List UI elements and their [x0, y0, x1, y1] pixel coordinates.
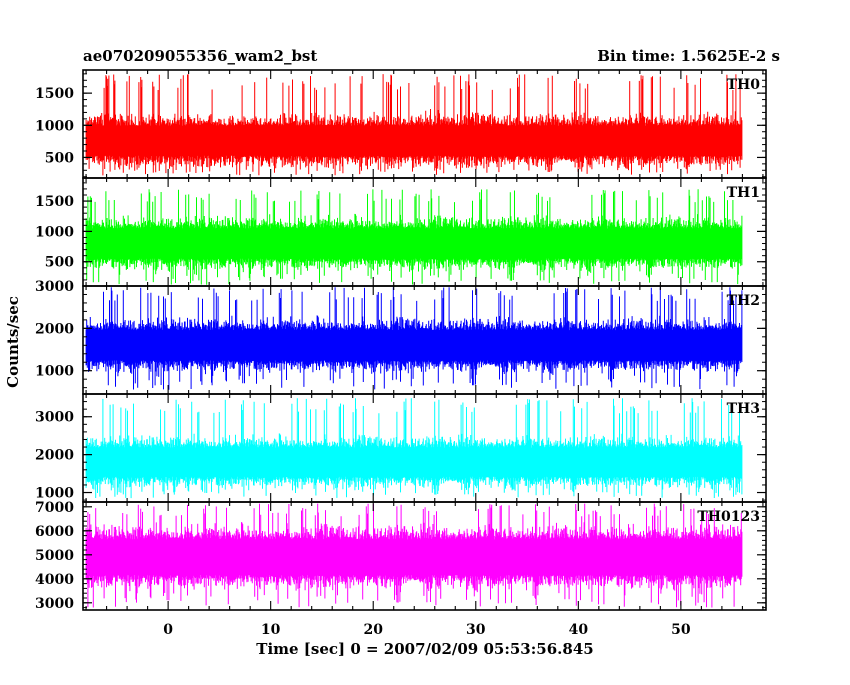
x-tick-label: 20: [363, 622, 383, 638]
x-tick-label: 50: [671, 622, 691, 638]
y-tick-label: 500: [45, 255, 74, 271]
x-tick-label: 10: [261, 622, 281, 638]
x-tick-label: 30: [466, 622, 486, 638]
y-tick-label: 1000: [35, 224, 74, 240]
panels: 500 1000 1500 TH0 500 1000 1500 TH1 1000 2000 3000…: [35, 69, 767, 612]
bin-time-label: Bin time: 1.5625E-2 s: [597, 47, 780, 65]
series-trace-th2: [85, 287, 743, 390]
series-label: TH0123: [697, 509, 760, 525]
series-label: TH1: [727, 185, 760, 201]
series-trace-th3: [85, 398, 743, 499]
panel-th3: 1000 2000 3000 TH3: [35, 393, 767, 503]
x-tick-label: 40: [569, 622, 589, 638]
y-tick-label: 1000: [35, 118, 74, 134]
y-axis-label: Counts/sec: [4, 296, 22, 388]
panel-frame: [82, 501, 767, 611]
y-tick-label: 500: [45, 150, 74, 166]
x-axis: 0 10 20 30 40 50: [163, 622, 691, 638]
x-axis-label: Time [sec] 0 = 2007/02/09 05:53:56.845: [256, 640, 593, 658]
y-tick-label: 4000: [35, 572, 74, 588]
series-trace-th0: [85, 74, 743, 176]
series-label: TH2: [727, 293, 760, 309]
y-tick-label: 3000: [35, 279, 74, 295]
y-tick-label: 7000: [35, 500, 74, 516]
y-tick-label: 2000: [35, 321, 74, 337]
x-tick-label: 0: [163, 622, 173, 638]
y-tick-label: 2000: [35, 448, 74, 464]
y-tick-label: 1000: [35, 364, 74, 380]
chart-title: ae070209055356_wam2_bst: [83, 47, 317, 65]
panel-th1: 500 1000 1500 TH1: [35, 177, 767, 287]
series-label: TH3: [727, 401, 760, 417]
y-tick-label: 1000: [35, 486, 74, 502]
y-tick-label: 3000: [35, 596, 74, 612]
y-tick-label: 6000: [35, 524, 74, 540]
y-tick-label: 1500: [35, 86, 74, 102]
series-trace-th0123: [85, 503, 743, 608]
panel-th2: 1000 2000 3000 TH2: [35, 279, 767, 395]
y-tick-label: 5000: [35, 548, 74, 564]
series-label: TH0: [727, 77, 761, 93]
y-tick-label: 1500: [35, 194, 74, 210]
panel-th0123: 3000 4000 5000 6000 7000 TH0123: [35, 500, 767, 612]
y-tick-label: 3000: [35, 410, 74, 426]
panel-th0: 500 1000 1500 TH0: [35, 69, 767, 179]
series-trace-th1: [85, 189, 743, 285]
